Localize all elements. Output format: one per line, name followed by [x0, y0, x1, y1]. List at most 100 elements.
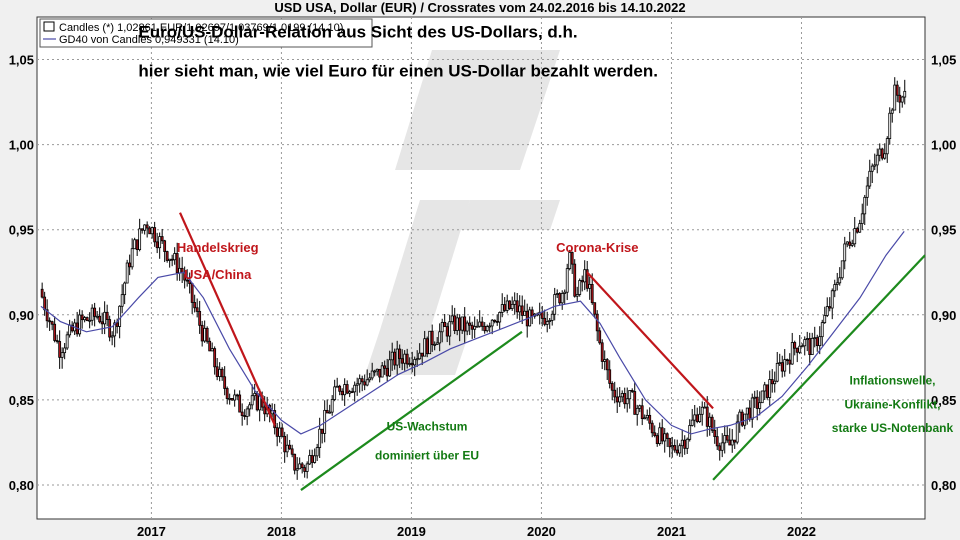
candle	[573, 259, 577, 298]
candle	[168, 258, 172, 268]
candle	[225, 386, 229, 405]
candle	[360, 375, 364, 392]
candle	[228, 393, 232, 405]
candle	[70, 321, 74, 333]
candle	[320, 428, 324, 444]
candle	[878, 143, 882, 162]
y-tick-label-right: 0,80	[931, 478, 956, 493]
candle	[643, 414, 647, 420]
candle	[393, 348, 397, 370]
candle	[50, 320, 54, 331]
candle	[83, 315, 87, 323]
candle	[425, 336, 429, 358]
candle	[580, 275, 584, 292]
candle	[40, 282, 44, 299]
candle	[438, 323, 442, 352]
candle	[475, 319, 479, 328]
candle	[133, 237, 137, 250]
gd40-series	[40, 231, 905, 435]
y-tick-label-left: 0,80	[9, 478, 34, 493]
candle	[655, 433, 659, 447]
candle	[720, 433, 724, 458]
candle	[605, 358, 609, 380]
legend: Candles (*) 1,02861 EUR/1,02697/1,03769/…	[39, 18, 373, 48]
candle	[520, 295, 524, 325]
y-tick-label-right: 0,95	[931, 223, 956, 238]
candle	[400, 349, 404, 371]
candle	[778, 353, 782, 366]
candle	[185, 269, 189, 287]
candle	[58, 330, 62, 369]
candle	[408, 357, 412, 367]
candle	[150, 226, 154, 239]
candle	[690, 408, 694, 427]
candle	[673, 439, 677, 453]
candle	[725, 426, 729, 443]
candle	[468, 316, 472, 335]
annotation-text: hier sieht man, wie viel Euro für einen …	[138, 62, 658, 81]
candle	[140, 228, 144, 234]
candle	[343, 378, 347, 406]
candle	[670, 436, 674, 458]
y-tick-label-left: 1,00	[9, 138, 34, 153]
candle	[898, 86, 902, 114]
candle	[640, 398, 644, 426]
candle	[143, 224, 147, 235]
candle	[388, 350, 392, 377]
candle	[235, 393, 239, 400]
candle	[93, 302, 97, 327]
candle	[868, 159, 872, 189]
candle	[305, 461, 309, 479]
candle	[285, 434, 289, 458]
candle	[780, 355, 784, 378]
candle	[793, 340, 797, 356]
candle	[830, 288, 834, 320]
annotation-text: Euro/US-Dollar-Relation aus Sicht des US…	[138, 22, 577, 41]
candle	[385, 358, 389, 382]
legend-gd40-label: GD40 von Candles 0,949331 (14.10)	[59, 34, 239, 46]
candle	[645, 409, 649, 421]
candle	[750, 393, 754, 428]
candle	[883, 143, 887, 160]
candle	[153, 221, 157, 247]
candle	[53, 316, 57, 343]
candle	[770, 369, 774, 393]
candle	[390, 342, 394, 371]
candle	[415, 350, 419, 367]
candle	[500, 293, 504, 318]
candle	[398, 344, 402, 369]
annotation-text: Handelskrieg	[177, 240, 259, 255]
candle	[783, 349, 787, 377]
candle	[810, 332, 814, 356]
candle	[715, 427, 719, 451]
candle	[95, 311, 99, 320]
candle	[490, 318, 494, 335]
candle	[195, 298, 199, 318]
candle	[295, 457, 299, 480]
candle	[733, 439, 737, 449]
y-tick-label-right: 0,85	[931, 393, 956, 408]
candle	[588, 276, 592, 300]
candle	[48, 317, 52, 331]
y-tick-label-left: 0,85	[9, 393, 34, 408]
candle	[825, 297, 829, 318]
candle	[363, 374, 367, 391]
candle	[890, 107, 894, 123]
candle	[300, 462, 304, 474]
candle	[638, 404, 642, 413]
candle	[900, 95, 904, 108]
candle	[465, 320, 469, 336]
candle	[658, 422, 662, 446]
candle	[763, 381, 767, 400]
candle	[313, 448, 317, 464]
candle	[120, 284, 124, 314]
candle	[693, 404, 697, 428]
candle	[455, 313, 459, 336]
candle	[123, 281, 127, 305]
candle	[633, 382, 637, 415]
y-tick-label-right: 1,00	[931, 138, 956, 153]
candle	[508, 300, 512, 311]
candle	[798, 335, 802, 355]
trendline	[300, 330, 523, 491]
y-tick-label-left: 1,05	[9, 53, 34, 68]
